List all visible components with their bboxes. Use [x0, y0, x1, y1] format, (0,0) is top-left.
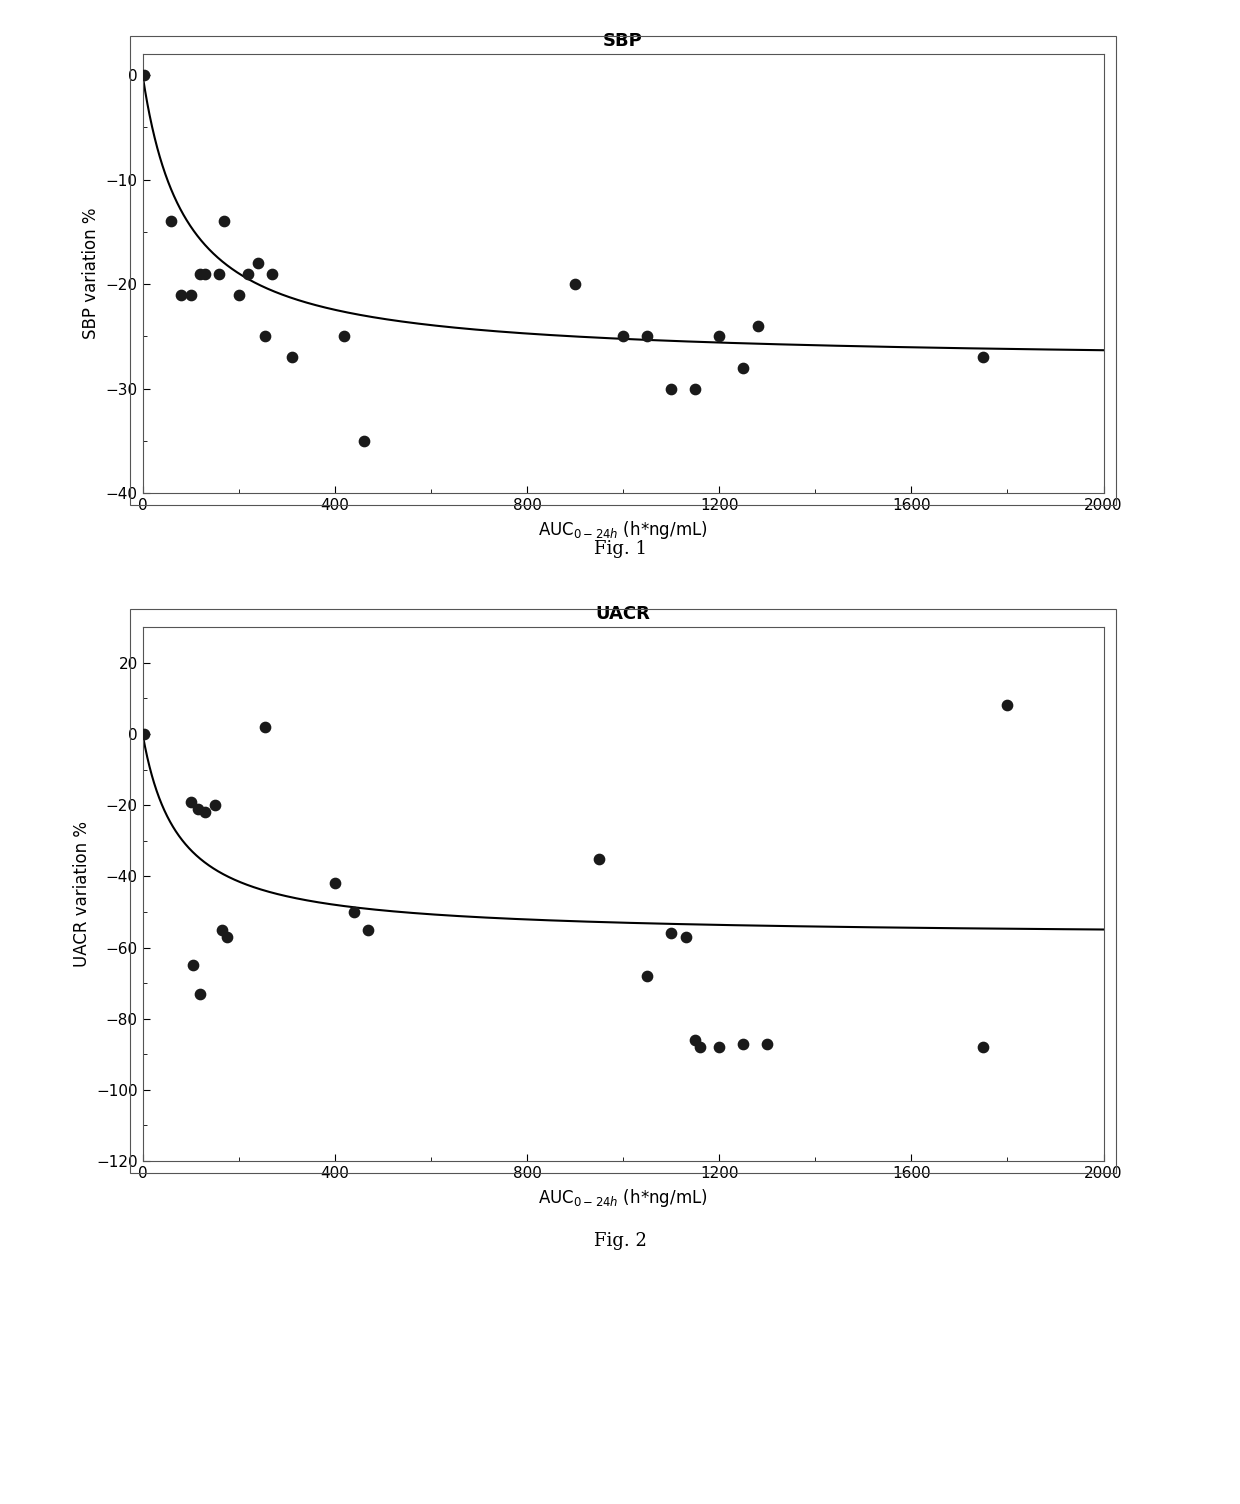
Point	[613, 325, 632, 349]
Text: Fig. 2: Fig. 2	[594, 1232, 646, 1250]
Point	[758, 1032, 777, 1056]
Title: UACR: UACR	[595, 605, 651, 623]
Point	[637, 964, 657, 988]
Point	[997, 693, 1017, 717]
Point	[637, 325, 657, 349]
Point	[212, 917, 232, 942]
Point	[171, 283, 191, 307]
X-axis label: AUC$_{0-24h}$ (h*ng/mL): AUC$_{0-24h}$ (h*ng/mL)	[538, 1187, 708, 1209]
Point	[686, 376, 706, 400]
Point	[263, 262, 283, 286]
Point	[689, 1035, 709, 1059]
Point	[358, 917, 378, 942]
Point	[661, 922, 681, 946]
Point	[709, 325, 729, 349]
Point	[255, 714, 275, 738]
Point	[191, 262, 211, 286]
Point	[325, 871, 345, 895]
Y-axis label: UACR variation %: UACR variation %	[73, 821, 91, 967]
Y-axis label: SBP variation %: SBP variation %	[82, 208, 100, 340]
Point	[210, 262, 229, 286]
Point	[255, 325, 275, 349]
Point	[238, 262, 258, 286]
Point	[134, 722, 154, 746]
Point	[709, 1035, 729, 1059]
Point	[335, 325, 355, 349]
Point	[281, 346, 301, 370]
Point	[188, 797, 208, 821]
Point	[973, 1035, 993, 1059]
Point	[134, 63, 154, 87]
Point	[228, 283, 248, 307]
Point	[181, 283, 201, 307]
Point	[191, 982, 211, 1006]
Point	[565, 272, 585, 296]
Point	[217, 925, 237, 949]
Point	[205, 793, 224, 817]
Point	[248, 251, 268, 275]
Point	[686, 1029, 706, 1053]
Point	[353, 429, 373, 453]
Point	[661, 376, 681, 400]
Title: SBP: SBP	[603, 32, 644, 50]
Point	[589, 847, 609, 871]
Point	[676, 925, 696, 949]
Point	[733, 1032, 753, 1056]
Point	[195, 800, 215, 824]
Point	[195, 262, 215, 286]
Point	[973, 346, 993, 370]
Point	[161, 209, 181, 233]
Point	[343, 899, 365, 923]
Point	[181, 790, 201, 814]
X-axis label: AUC$_{0-24h}$ (h*ng/mL): AUC$_{0-24h}$ (h*ng/mL)	[538, 519, 708, 541]
Point	[215, 209, 234, 233]
Point	[733, 356, 753, 381]
Point	[184, 954, 203, 978]
Text: Fig. 1: Fig. 1	[594, 540, 646, 558]
Point	[748, 314, 768, 338]
